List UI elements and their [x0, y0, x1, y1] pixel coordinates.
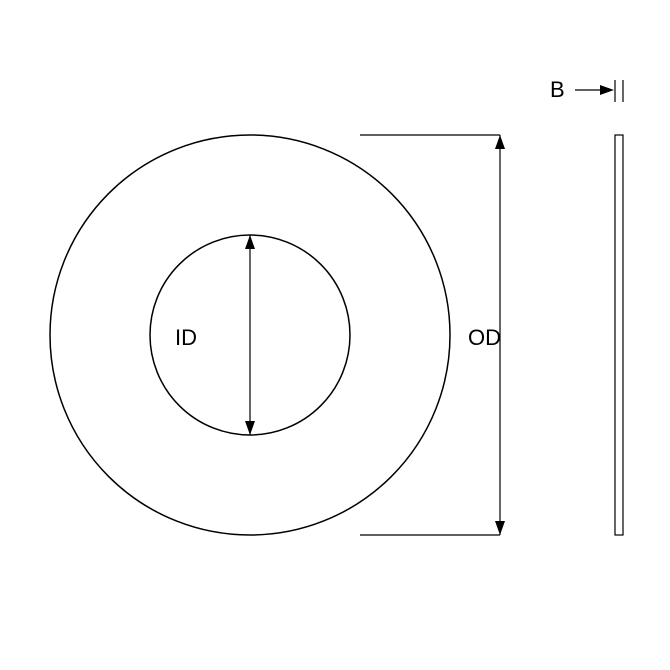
b-label: B	[550, 77, 565, 102]
od-label: OD	[468, 325, 501, 350]
id-label: ID	[175, 325, 197, 350]
washer-side-view	[615, 135, 623, 535]
